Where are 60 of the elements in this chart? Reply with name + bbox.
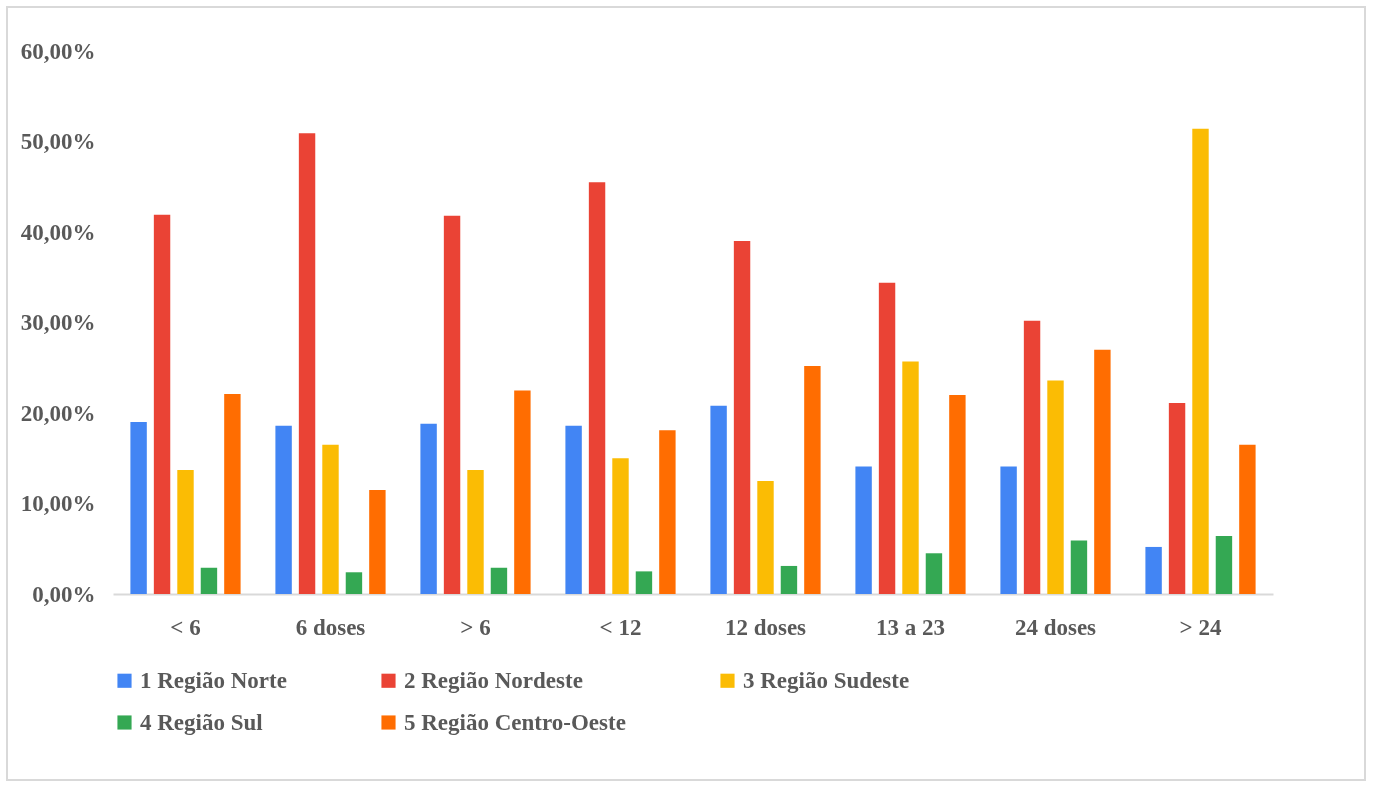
bar [1000,466,1017,594]
x-tick-label: < 6 [170,614,201,640]
bar [878,282,896,594]
x-tick-label: 24 doses [1014,614,1097,640]
x-tick-label: > 24 [1179,614,1222,640]
bar [612,458,629,594]
bar [1239,444,1256,594]
bar [298,133,316,594]
bar [588,182,606,594]
x-tick-label: 12 doses [724,614,807,640]
bar [757,480,774,594]
bar [130,422,147,594]
legend-label: 3 Região Sudeste [743,667,910,693]
bar [565,425,582,594]
y-tick-label: 30,00% [20,310,96,335]
bar [345,572,363,594]
bar [1192,128,1209,594]
legend-label: 1 Região Norte [140,667,287,693]
legend-label: 5 Região Centro-Oeste [404,709,626,735]
bar [467,470,484,594]
y-tick-label: 10,00% [20,491,96,516]
y-tick-label: 60,00% [20,38,96,64]
bar [275,425,292,594]
bar [659,430,676,594]
bar [369,489,386,594]
bar [635,571,653,594]
bar [804,365,821,594]
bar [949,394,966,594]
bar [1047,380,1064,594]
bar [855,466,872,594]
x-tick-label: 6 doses [295,614,366,640]
bar [1215,536,1233,594]
bar [200,567,218,594]
bar [420,423,437,594]
bar [1145,546,1162,594]
x-tick-label: 13 a 23 [876,614,945,640]
bar [925,553,943,594]
bar [514,390,531,594]
bar [490,567,508,594]
bar [224,393,241,594]
legend-label: 4 Região Sul [140,709,263,735]
bar [177,470,194,594]
bar [1070,540,1088,594]
bar [902,361,919,594]
bar [322,444,339,594]
bar [733,241,751,594]
bar [153,214,171,594]
bar [443,215,461,594]
bar [1168,403,1186,594]
bar [1094,349,1111,594]
bar [710,405,727,594]
y-tick-label: 50,00% [20,129,96,154]
y-tick-label: 0,00% [32,581,96,607]
bar [1023,320,1041,594]
bar [780,565,798,594]
x-tick-label: < 12 [599,614,642,640]
y-tick-label: 40,00% [20,219,96,245]
y-tick-label: 20,00% [20,400,96,426]
x-tick-label: > 6 [460,614,491,640]
legend-label: 2 Região Nordeste [404,667,583,693]
